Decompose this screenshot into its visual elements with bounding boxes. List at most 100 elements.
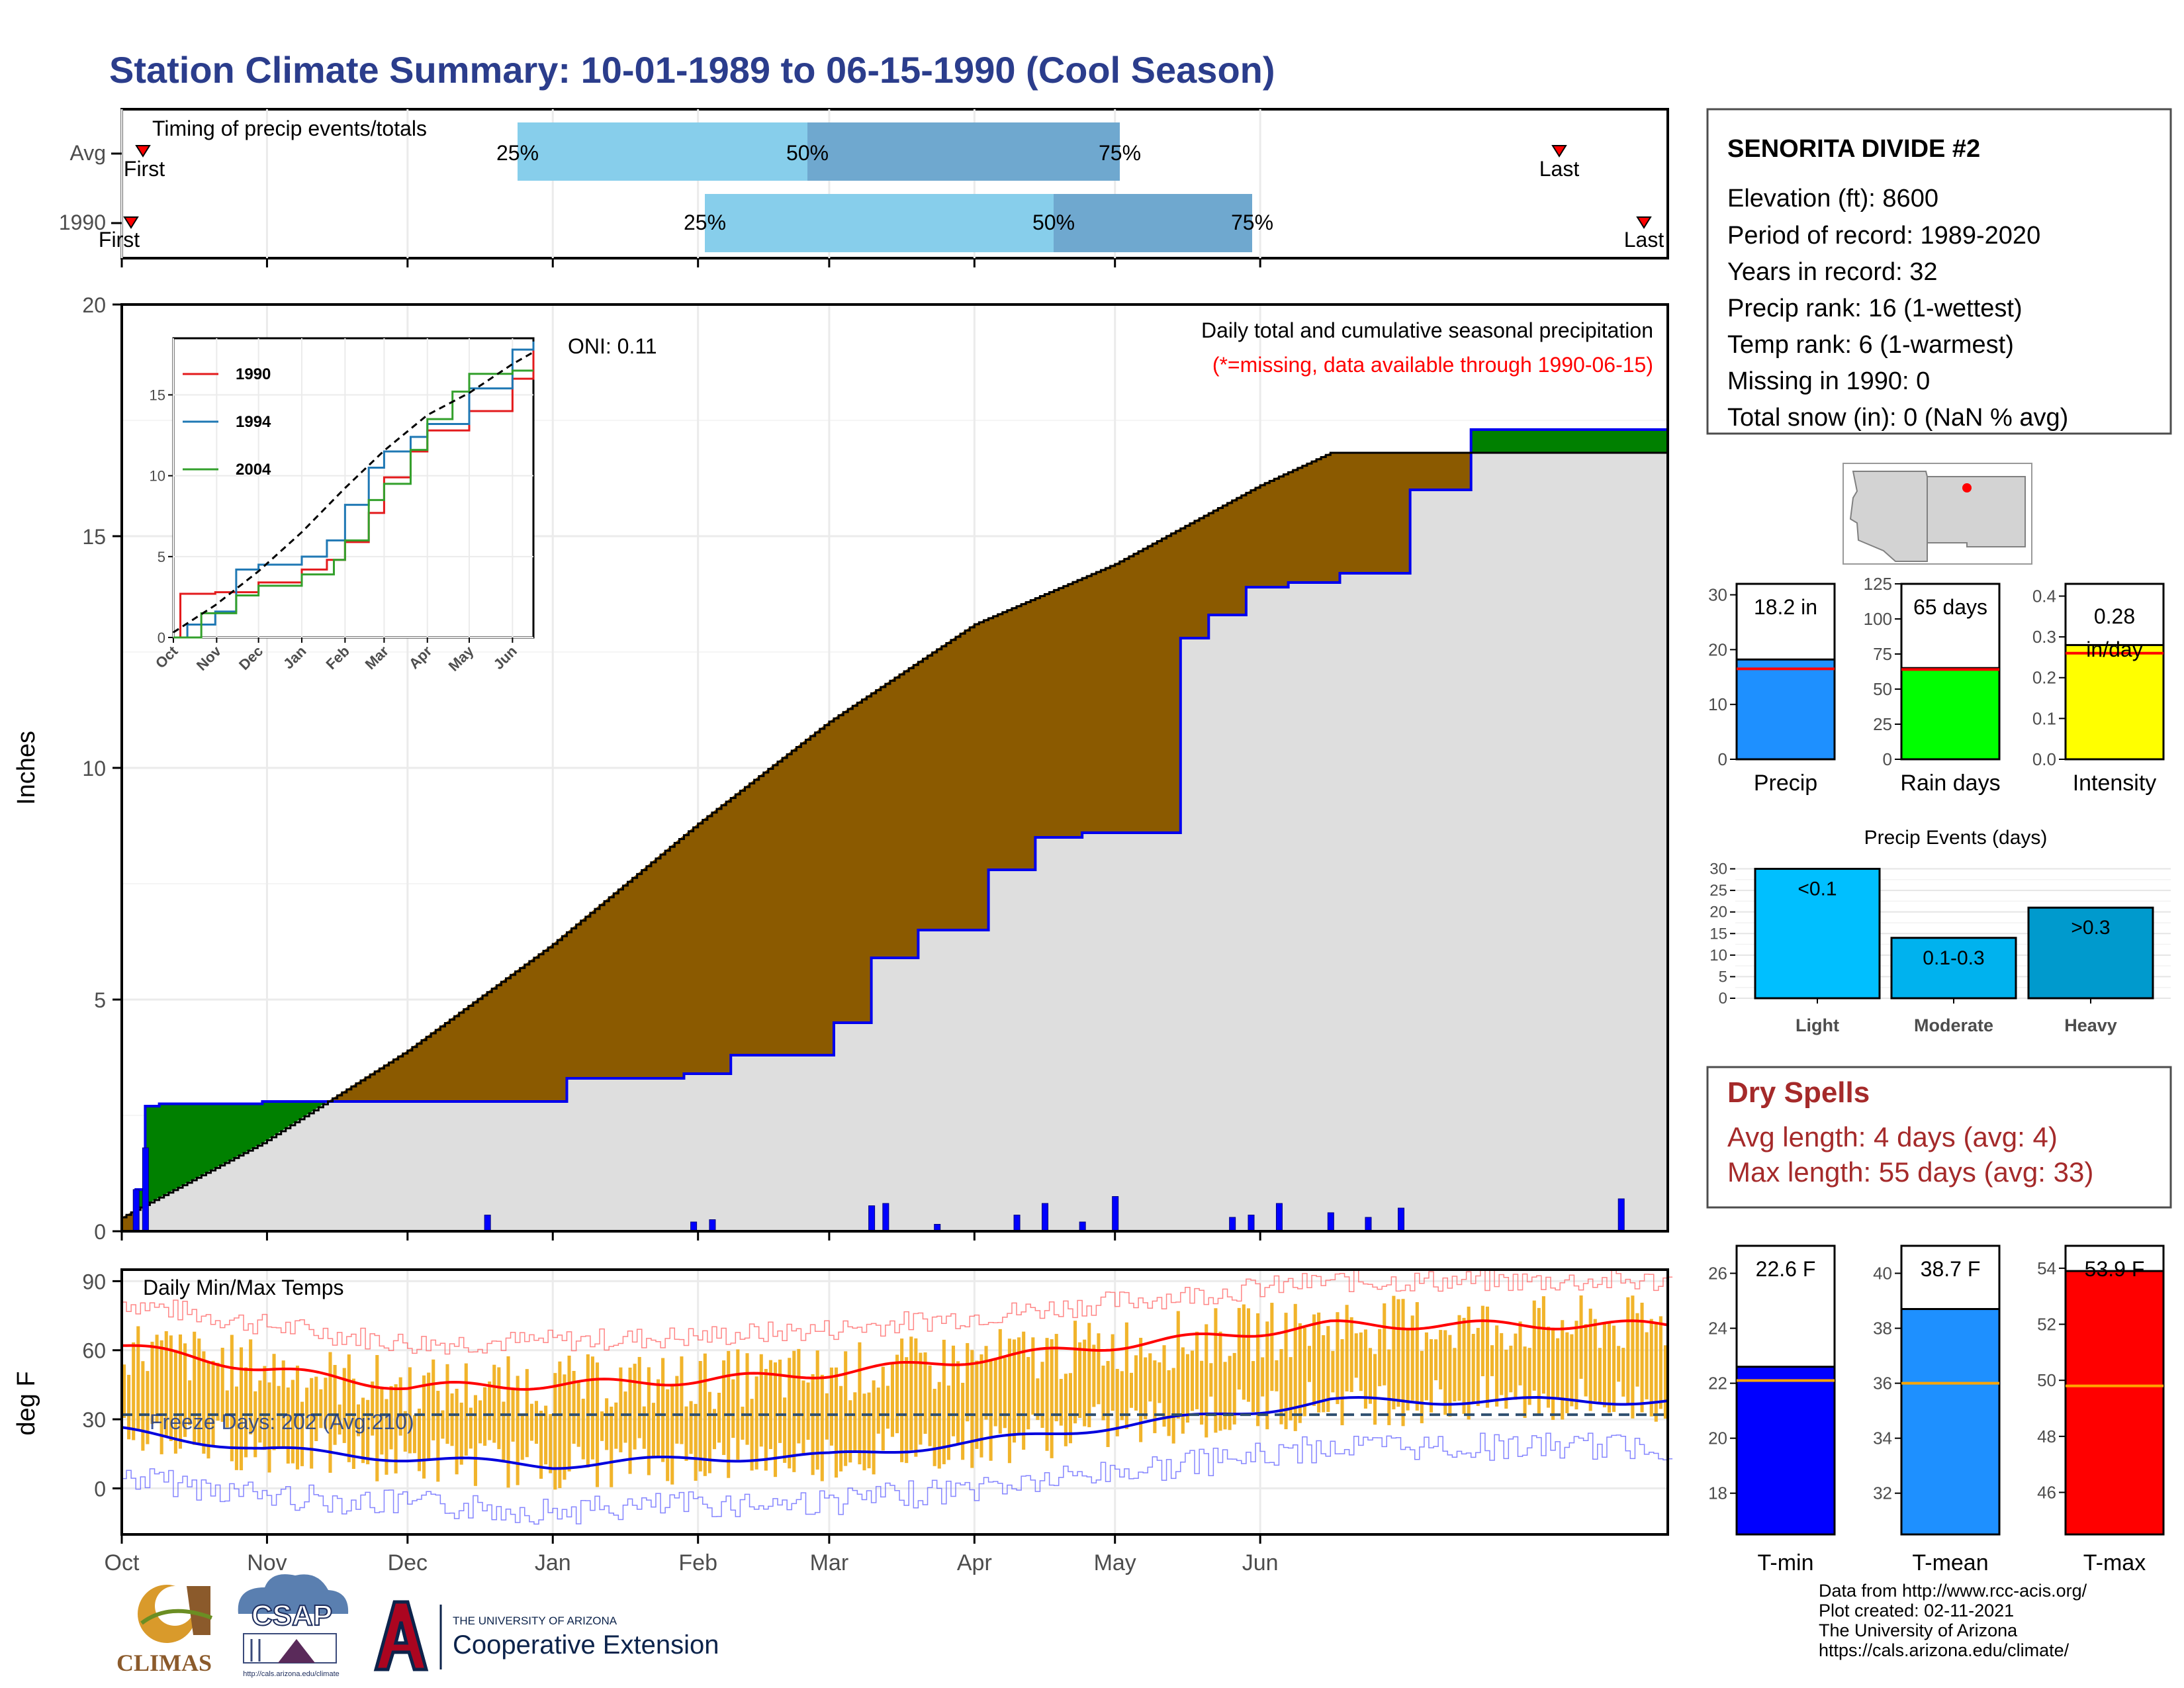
precip-ytick-label: 0	[94, 1220, 106, 1244]
events-ytick-label: 5	[1719, 968, 1727, 986]
daily-temp-bar	[1368, 1348, 1373, 1404]
daily-temp-bar	[1645, 1332, 1649, 1399]
daily-temp-bar	[1654, 1322, 1658, 1422]
daily-temp-bar	[122, 1364, 126, 1419]
daily-temp-bar	[853, 1392, 857, 1453]
daily-temp-bar	[1373, 1354, 1377, 1425]
footer-line: The University of Arizona	[1819, 1620, 2018, 1640]
daily-temp-bar	[1574, 1321, 1578, 1410]
daily-temp-bar	[1261, 1357, 1265, 1397]
summary-bar-intensity: 0.0 0.1 0.2 0.3 0.4 0.28 in/day Intensity	[2032, 583, 2165, 796]
temp-bar-ytick-label: 52	[2037, 1315, 2056, 1335]
daily-temp-bar	[534, 1401, 539, 1444]
daily-temp-bar	[1401, 1299, 1405, 1427]
daily-temp-bar	[1111, 1334, 1115, 1411]
daily-temp-bar	[333, 1364, 337, 1445]
daily-temp-bar	[450, 1393, 454, 1446]
daily-temp-bar	[1246, 1308, 1250, 1402]
daily-temp-bar	[998, 1329, 1002, 1434]
temp-xtick-label: Jun	[1242, 1550, 1279, 1575]
daily-temp-bar	[1106, 1360, 1110, 1448]
daily-temp-bar	[1092, 1344, 1096, 1407]
daily-temp-bar	[572, 1371, 576, 1444]
timing-panel-title: Timing of precip events/totals	[152, 117, 427, 140]
year-p50-label: 50%	[1032, 211, 1075, 234]
daily-temp-bar	[412, 1415, 416, 1454]
daily-temp-bar	[815, 1350, 819, 1470]
daily-temp-bar	[549, 1414, 553, 1474]
daily-temp-bar	[230, 1335, 234, 1462]
daily-temp-bar	[1617, 1346, 1621, 1382]
station-years: Years in record: 32	[1727, 258, 1938, 286]
temp-bar-ytick-label: 38	[1873, 1319, 1892, 1338]
daily-temp-bar	[614, 1402, 618, 1449]
year-first-marker	[123, 216, 139, 229]
daily-temp-bar	[459, 1402, 463, 1465]
daily-temp-bar	[656, 1379, 660, 1458]
daily-temp-bar	[1148, 1353, 1152, 1402]
daily-temp-bar	[1406, 1329, 1410, 1411]
block-a-icon	[373, 1600, 429, 1671]
daily-temp-bar	[966, 1342, 970, 1422]
temp-panel-title: Daily Min/Max Temps	[143, 1276, 343, 1299]
daily-temp-bar	[1565, 1332, 1569, 1413]
summary-bar-fill	[1735, 658, 1836, 761]
daily-temp-bar	[1012, 1339, 1017, 1443]
daily-temp-bar	[291, 1380, 295, 1464]
daily-temp-bar	[539, 1411, 543, 1479]
temp-xtick-label: Mar	[810, 1550, 849, 1575]
daily-temp-bar	[1134, 1355, 1138, 1411]
university-of-arizona-logo: THE UNIVERSITY OF ARIZONA Cooperative Ex…	[373, 1600, 719, 1671]
daily-temp-bar	[1031, 1337, 1035, 1415]
daily-temp-bar	[492, 1364, 496, 1443]
timing-row-label-year: 1990	[59, 211, 106, 234]
daily-temp-bar	[651, 1403, 655, 1457]
daily-temp-bar	[881, 1366, 885, 1451]
daily-temp-bar	[1363, 1329, 1367, 1409]
daily-temp-bar	[923, 1352, 927, 1434]
daily-temp-bar	[684, 1406, 688, 1461]
daily-temp-bar	[741, 1407, 745, 1440]
daily-temp-bar	[1045, 1338, 1049, 1451]
precip-caption: Daily total and cumulative seasonal prec…	[1201, 318, 1653, 342]
daily-precip-bar	[1079, 1221, 1086, 1232]
daily-temp-bar	[1200, 1360, 1204, 1425]
temp-bar-ytick-label: 48	[2037, 1427, 2056, 1446]
daily-temp-bar	[666, 1389, 670, 1481]
temp-bar-ytick-label: 46	[2037, 1483, 2056, 1503]
daily-temp-bar	[520, 1415, 524, 1460]
year-p25-label: 25%	[684, 211, 726, 234]
daily-temp-bar	[858, 1342, 862, 1465]
events-bar-label: >0.3	[2071, 917, 2110, 939]
daily-temp-bar	[225, 1390, 229, 1428]
daily-temp-bar	[1467, 1306, 1471, 1420]
daily-temp-bar	[946, 1385, 950, 1460]
daily-temp-bar	[146, 1371, 150, 1444]
daily-temp-bar	[155, 1335, 159, 1423]
daily-temp-bar	[1588, 1308, 1592, 1411]
daily-temp-bar	[623, 1391, 627, 1443]
daily-temp-bar	[848, 1400, 852, 1463]
daily-temp-bar	[136, 1326, 140, 1429]
events-ytick-label: 30	[1709, 861, 1727, 878]
daily-temp-bar	[1471, 1334, 1475, 1404]
daily-temp-bar	[694, 1403, 698, 1481]
temp-bar-label: T-max	[2083, 1550, 2146, 1575]
daily-temp-bar	[1354, 1333, 1358, 1378]
daily-temp-bar	[1631, 1295, 1635, 1419]
daily-temp-bar	[558, 1361, 562, 1488]
daily-temp-bar	[356, 1404, 361, 1436]
temp-xtick-label: May	[1094, 1550, 1136, 1575]
climas-logo: CLIMAS	[116, 1585, 213, 1676]
daily-temp-bar	[839, 1385, 843, 1472]
station-period: Period of record: 1989-2020	[1727, 222, 2040, 250]
daily-temp-bar	[1453, 1348, 1457, 1402]
daily-precip-bar	[882, 1203, 889, 1232]
summary-bar-ytick-label: 75	[1873, 644, 1892, 664]
daily-temp-bar	[1176, 1311, 1180, 1419]
precip-events-chart: Precip Events (days) 0 5 10 15 20 25 30 <0.1 Lig…	[1709, 827, 2171, 1035]
daily-temp-bar	[956, 1361, 960, 1444]
daily-temp-bar	[689, 1401, 693, 1454]
daily-temp-bar	[445, 1364, 449, 1444]
daily-temp-bar	[900, 1338, 904, 1462]
